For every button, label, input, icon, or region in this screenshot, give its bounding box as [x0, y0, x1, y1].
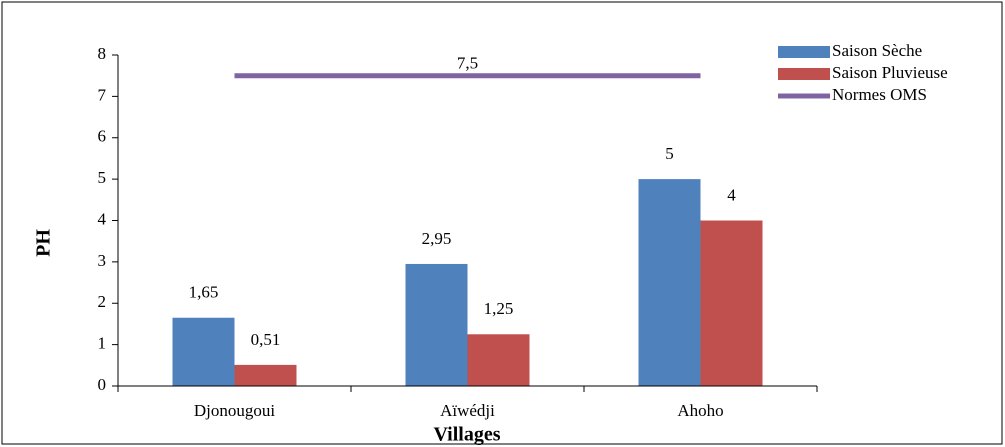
data-label: 1,25: [484, 299, 514, 318]
y-tick-label: 7: [98, 85, 107, 104]
bar: [700, 220, 763, 386]
data-label: 2,95: [422, 229, 452, 248]
bar: [467, 334, 530, 386]
y-tick-label: 1: [98, 334, 107, 353]
bar: [405, 263, 468, 386]
y-tick-label: 8: [98, 44, 107, 63]
y-tick-label: 2: [98, 292, 107, 311]
y-tick-label: 6: [98, 127, 107, 146]
legend-label: Saison Pluvieuse: [832, 63, 948, 82]
y-tick-label: 4: [98, 209, 107, 228]
bar: [172, 317, 235, 386]
y-axis-title: PH: [33, 229, 55, 257]
x-tick-label: Aïwédji: [440, 401, 495, 420]
legend-swatch: [778, 46, 830, 58]
x-tick-label: Djonougoui: [194, 401, 276, 420]
y-tick-label: 3: [98, 251, 107, 270]
bar: [234, 364, 297, 386]
data-label: 0,51: [251, 330, 281, 349]
bar: [638, 179, 701, 386]
legend-label: Saison Sèche: [832, 41, 922, 60]
y-tick-label: 5: [98, 168, 107, 187]
x-axis-title: Villages: [433, 424, 500, 446]
data-label: 7,5: [457, 54, 478, 73]
data-label: 5: [665, 144, 674, 163]
data-label: 1,65: [189, 283, 219, 302]
x-tick-label: Ahoho: [677, 401, 723, 420]
legend-swatch: [778, 68, 830, 80]
y-tick-label: 0: [98, 375, 107, 394]
legend-label: Normes OMS: [832, 85, 927, 104]
data-label: 4: [727, 185, 736, 204]
